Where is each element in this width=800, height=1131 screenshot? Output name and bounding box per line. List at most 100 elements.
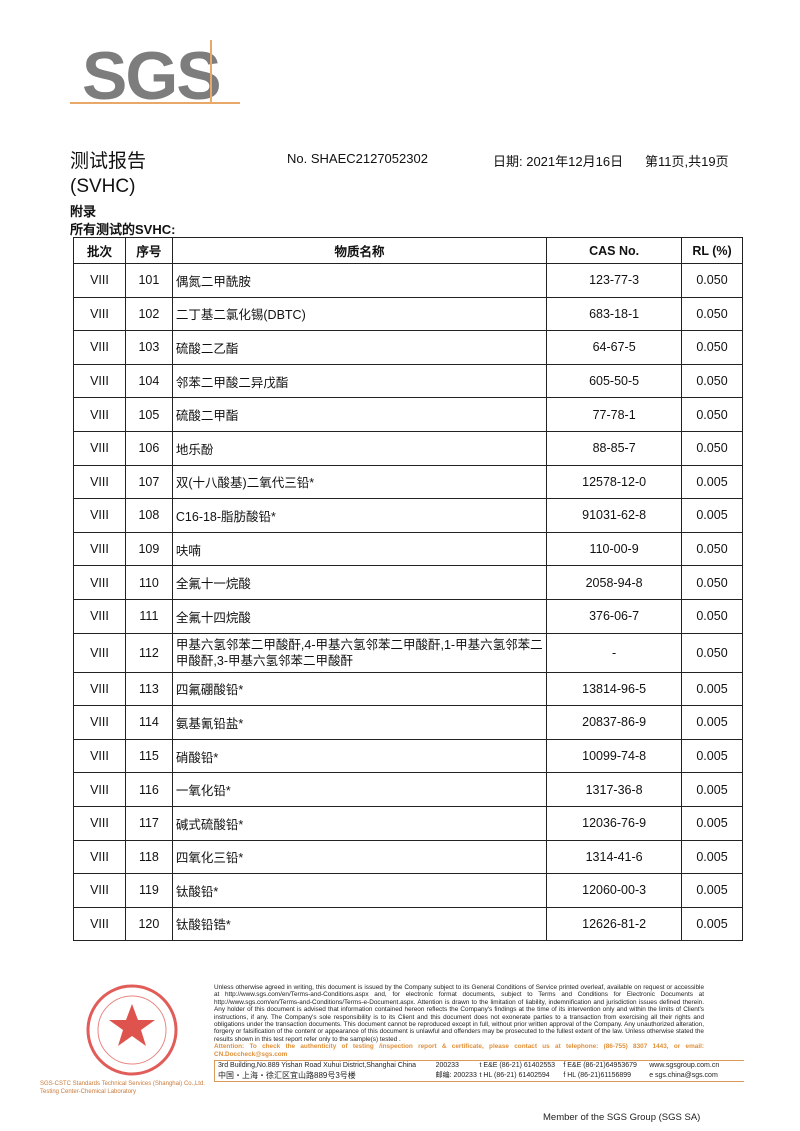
table-row: VIII 105 硫酸二甲酯 77-78-1 0.050 (73, 397, 743, 432)
table-row: VIII 114 氨基氰铅盐* 20837-86-9 0.005 (73, 705, 743, 740)
cell-cas: 2058-94-8 (546, 565, 683, 600)
terms-text: Unless otherwise agreed in writing, this… (214, 984, 704, 1058)
cell-cas: 605-50-5 (546, 363, 683, 399)
cell-rl: 0.005 (681, 498, 743, 533)
cell-batch: VIII (73, 296, 126, 332)
cell-name: C16-18-脂肪酸铅* (171, 498, 548, 533)
cell-rl: 0.005 (681, 839, 743, 875)
cell-no: 113 (124, 671, 173, 707)
website: www.sgsgroup.com.cn (649, 1062, 720, 1070)
cell-rl: 0.050 (681, 296, 743, 332)
cell-rl: 0.050 (681, 330, 743, 365)
cell-name: 钛酸铅* (171, 873, 548, 908)
cell-batch: VIII (73, 430, 126, 466)
header-cas: CAS No. (546, 237, 683, 264)
cell-cas: 12036-76-9 (546, 805, 683, 841)
cell-cas: 64-67-5 (546, 330, 683, 365)
cell-name: 甲基六氢邻苯二甲酸酐,4-甲基六氢邻苯二甲酸酐,1-甲基六氢邻苯二甲酸酐,3-甲… (171, 632, 548, 673)
table-row: VIII 119 钛酸铅* 12060-00-3 0.005 (73, 873, 743, 908)
cell-name: 双(十八酸基)二氧代三铅* (171, 464, 548, 500)
cell-batch: VIII (73, 873, 126, 908)
tel-hl: t HL (86-21) 61402594 (479, 1072, 550, 1080)
cell-rl: 0.050 (681, 565, 743, 600)
fax-hl: f HL (86-21)61156899 (563, 1072, 632, 1080)
stamp-caption: SGS-CSTC Standards Technical Services (S… (40, 1080, 208, 1096)
cell-batch: VIII (73, 632, 126, 673)
cell-name: 碱式硫酸铅* (171, 805, 548, 841)
cell-rl: 0.050 (681, 263, 743, 298)
cell-no: 104 (124, 363, 173, 399)
cell-cas: 88-85-7 (546, 430, 683, 466)
address-cn: 中国・上海・徐汇区宜山路889号3号楼 (218, 1071, 356, 1081)
cell-cas: 1314-41-6 (546, 839, 683, 875)
cell-name: 邻苯二甲酸二异戊酯 (171, 363, 548, 399)
fax-ee: f E&E (86-21)64953679 (563, 1062, 637, 1070)
svhc-table: 批次 序号 物质名称 CAS No. RL (%) VIII 101 偶氮二甲酰胺 1… (73, 237, 743, 942)
cell-name: 硫酸二乙酯 (171, 330, 548, 365)
member-statement: Member of the SGS Group (SGS SA) (543, 1112, 701, 1123)
address-row-cn: 中国・上海・徐汇区宜山路889号3号楼 邮编: 200233 t HL (86-… (218, 1071, 744, 1081)
section-heading: 所有测试的SVHC: (70, 222, 176, 237)
cell-cas: - (546, 632, 683, 673)
page-number: 第11页,共19页 (645, 154, 729, 169)
cell-no: 114 (124, 705, 173, 740)
table-row: VIII 111 全氟十四烷酸 376-06-7 0.050 (73, 598, 743, 634)
cell-batch: VIII (73, 498, 126, 533)
report-date: 日期: 2021年12月16日 (493, 154, 624, 169)
cell-name: 钛酸铅锆* (171, 906, 548, 942)
cell-name: 地乐酚 (171, 430, 548, 466)
table-row: VIII 103 硫酸二乙酯 64-67-5 0.050 (73, 330, 743, 365)
cell-no: 118 (124, 839, 173, 875)
cell-rl: 0.050 (681, 531, 743, 567)
cell-rl: 0.050 (681, 632, 743, 673)
cell-no: 116 (124, 772, 173, 807)
header-rl: RL (%) (681, 237, 743, 264)
cell-no: 117 (124, 805, 173, 841)
table-row: VIII 120 钛酸铅锆* 12626-81-2 0.005 (73, 906, 743, 942)
cell-cas: 10099-74-8 (546, 738, 683, 774)
cell-rl: 0.050 (681, 430, 743, 466)
cell-no: 109 (124, 531, 173, 567)
cell-name: 四氟硼酸铅* (171, 671, 548, 707)
cell-no: 105 (124, 397, 173, 432)
authenticity-notice: Attention: To check the authenticity of … (214, 1043, 704, 1058)
cell-cas: 110-00-9 (546, 531, 683, 567)
logo-divider (210, 40, 212, 104)
zip-en: 200233 (435, 1062, 459, 1070)
cell-rl: 0.050 (681, 598, 743, 634)
header-name: 物质名称 (171, 237, 548, 264)
cell-batch: VIII (73, 531, 126, 567)
cell-batch: VIII (73, 397, 126, 432)
cell-name: 氨基氰铅盐* (171, 705, 548, 740)
cell-no: 107 (124, 464, 173, 500)
table-row: VIII 108 C16-18-脂肪酸铅* 91031-62-8 0.005 (73, 498, 743, 533)
table-row: VIII 106 地乐酚 88-85-7 0.050 (73, 430, 743, 466)
cell-cas: 77-78-1 (546, 397, 683, 432)
table-row: VIII 112 甲基六氢邻苯二甲酸酐,4-甲基六氢邻苯二甲酸酐,1-甲基六氢邻苯二… (73, 632, 743, 673)
cell-batch: VIII (73, 464, 126, 500)
cell-cas: 1317-36-8 (546, 772, 683, 807)
table-header-row: 批次 序号 物质名称 CAS No. RL (%) (73, 237, 743, 264)
report-number: No. SHAEC2127052302 (287, 151, 428, 166)
cell-rl: 0.050 (681, 363, 743, 399)
header-batch: 批次 (73, 237, 126, 264)
cell-no: 103 (124, 330, 173, 365)
header-no: 序号 (124, 237, 173, 264)
cell-rl: 0.005 (681, 705, 743, 740)
table-row: VIII 117 碱式硫酸铅* 12036-76-9 0.005 (73, 805, 743, 841)
cell-cas: 12578-12-0 (546, 464, 683, 500)
cell-rl: 0.005 (681, 873, 743, 908)
cell-batch: VIII (73, 906, 126, 942)
cell-no: 120 (124, 906, 173, 942)
cell-batch: VIII (73, 263, 126, 298)
cell-name: 二丁基二氯化锡(DBTC) (171, 296, 548, 332)
cell-name: 全氟十一烷酸 (171, 565, 548, 600)
footer: Unless otherwise agreed in writing, this… (214, 984, 744, 1083)
cell-batch: VIII (73, 598, 126, 634)
email: e sgs.china@sgs.com (649, 1072, 718, 1080)
cell-no: 115 (124, 738, 173, 774)
cell-no: 112 (124, 632, 173, 673)
table-row: VIII 115 硝酸铅* 10099-74-8 0.005 (73, 738, 743, 774)
terms-paragraph: Unless otherwise agreed in writing, this… (214, 984, 704, 1043)
cell-rl: 0.050 (681, 397, 743, 432)
